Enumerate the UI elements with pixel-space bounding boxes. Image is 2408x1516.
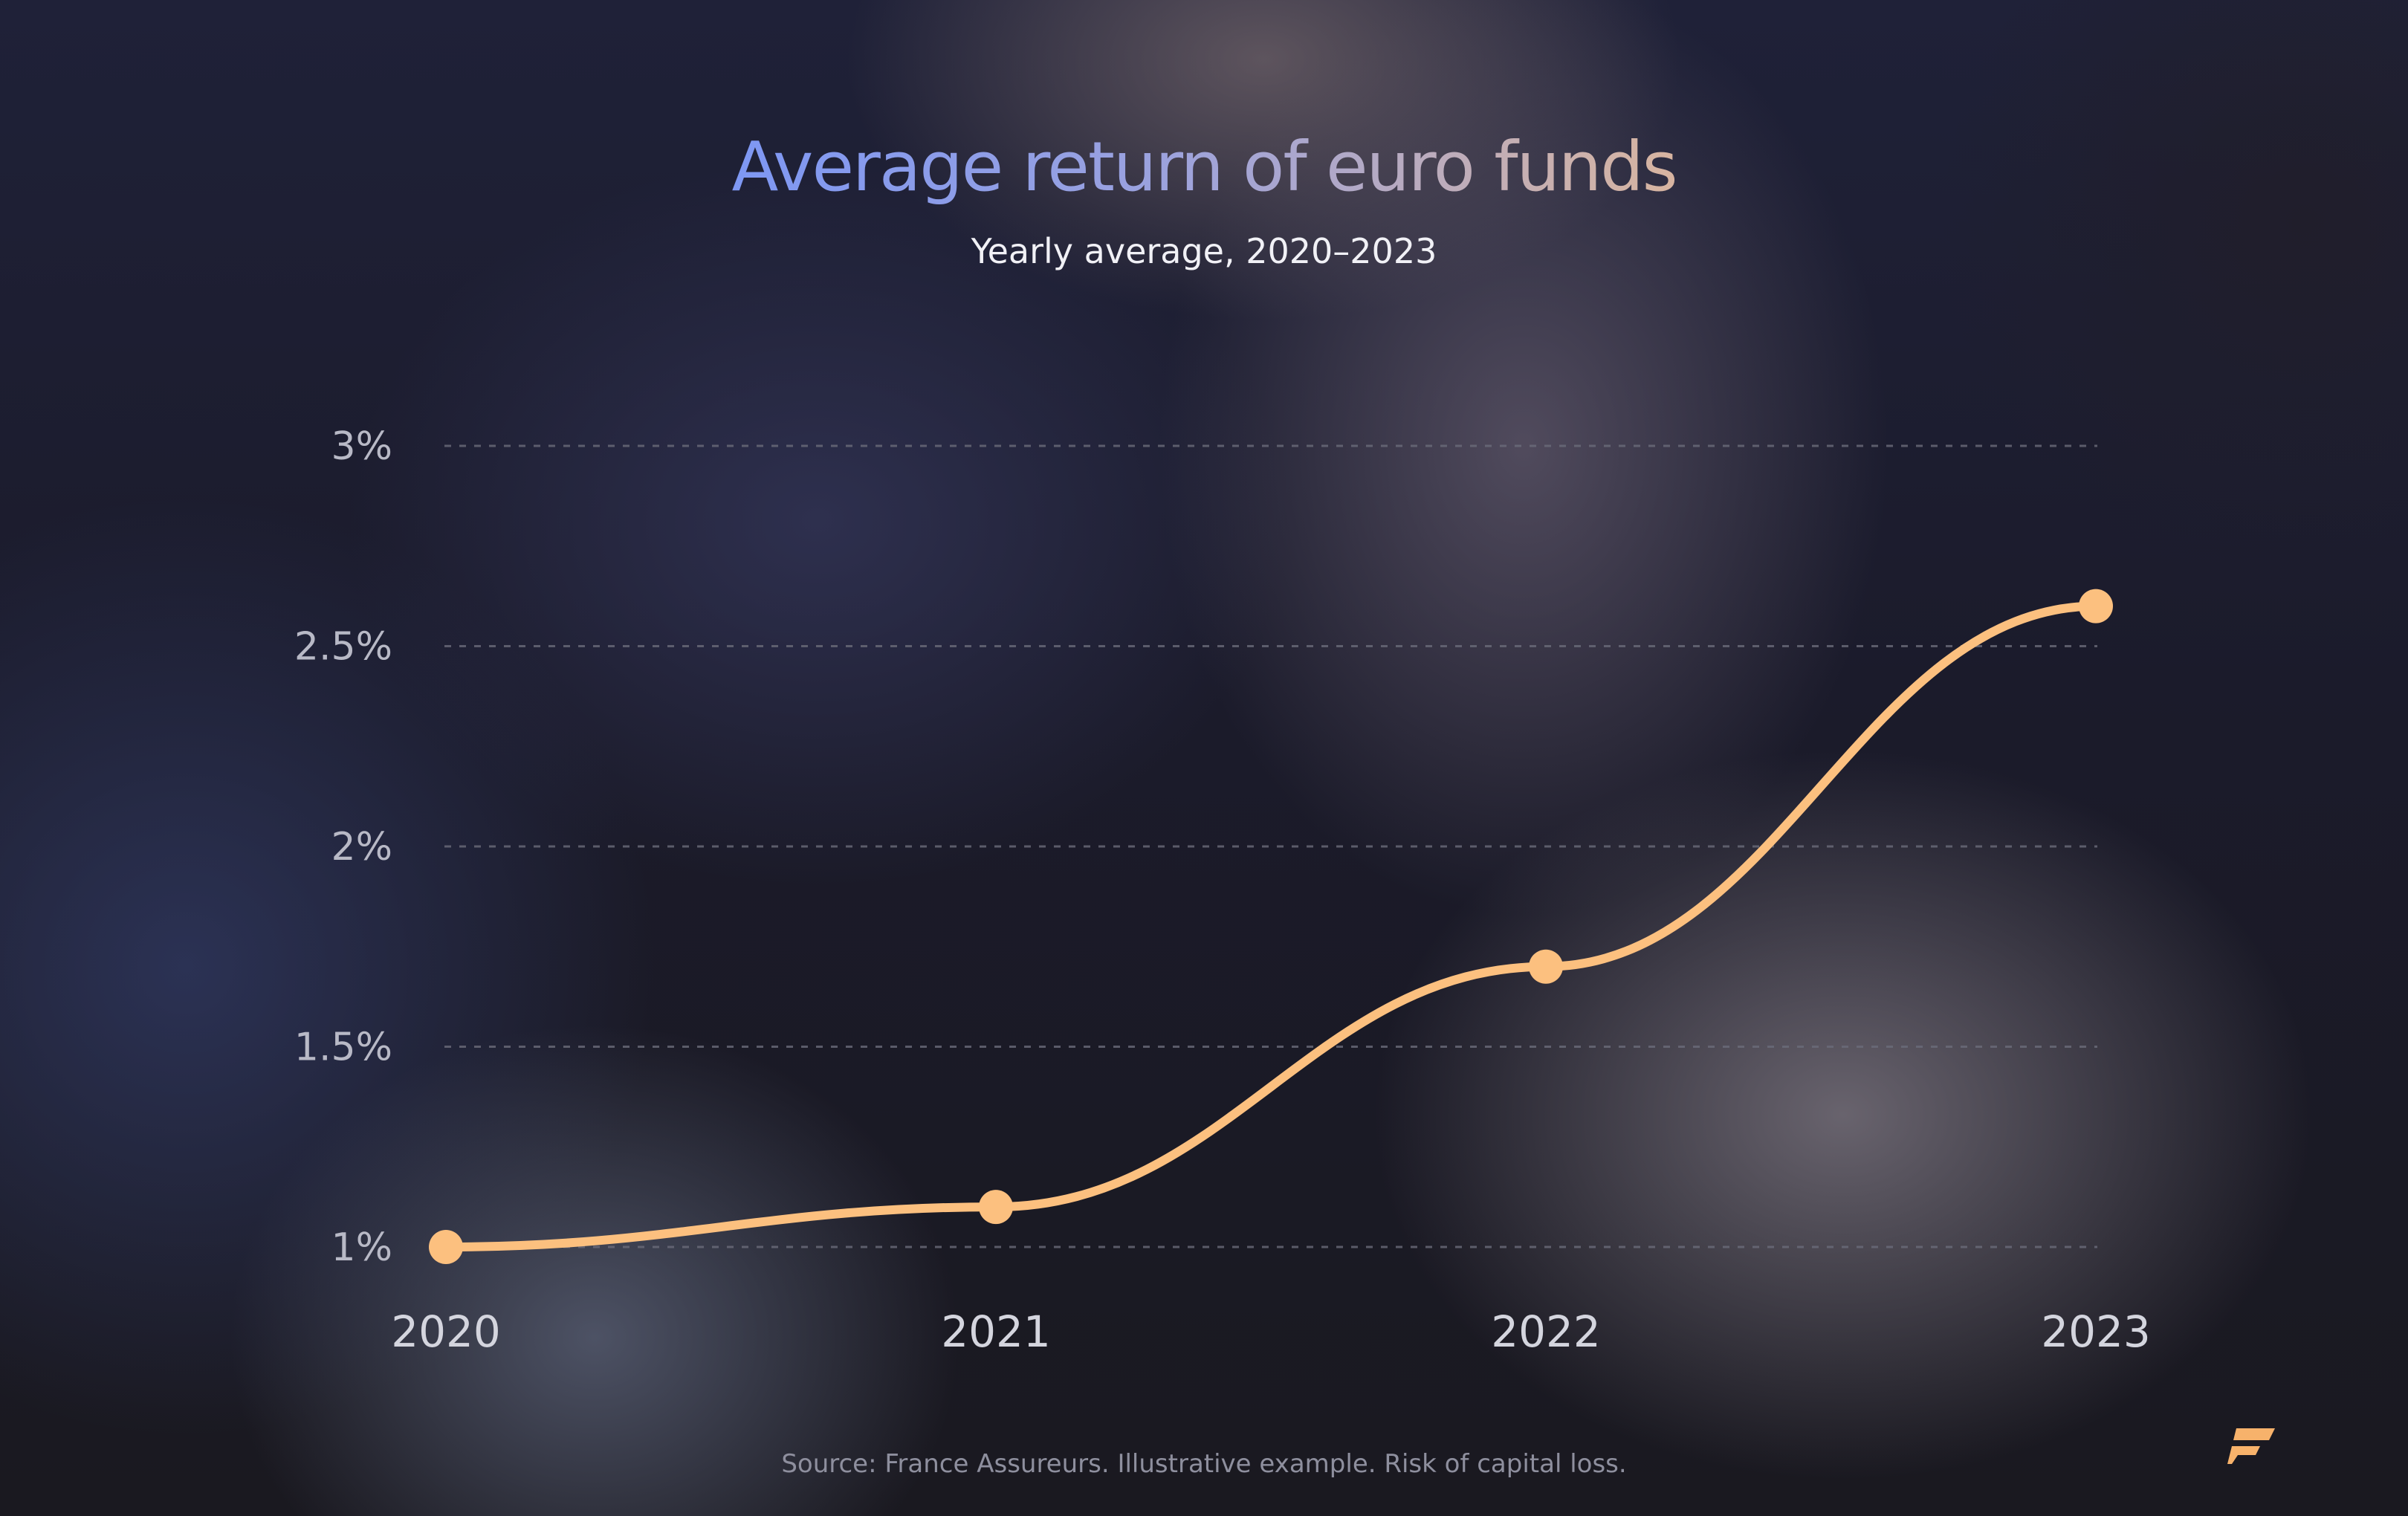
y-tick-label: 1%	[331, 1225, 393, 1270]
x-axis-ticks: 2020 2021 2022 2023	[391, 1306, 2151, 1357]
y-axis-ticks: 1% 1.5% 2% 2.5% 3%	[294, 424, 392, 1270]
gridlines	[444, 444, 2097, 1248]
data-point	[429, 1230, 463, 1264]
y-tick-label: 3%	[331, 424, 393, 469]
chart-title: Average return of euro funds	[0, 123, 2408, 212]
data-point	[979, 1190, 1013, 1225]
x-tick-label: 2022	[1491, 1306, 1601, 1357]
series-line-group	[441, 601, 2100, 1251]
source-note: Source: France Assureurs. Illustrative e…	[781, 1449, 1627, 1479]
x-tick-label: 2020	[391, 1306, 501, 1357]
data-point	[1529, 949, 1563, 984]
series-line	[441, 601, 2100, 1251]
x-tick-label: 2023	[2041, 1306, 2151, 1357]
data-points	[429, 589, 2113, 1264]
data-point	[2079, 589, 2113, 623]
brand-logo-icon	[2227, 1428, 2275, 1464]
y-tick-label: 2.5%	[294, 625, 392, 670]
y-tick-label: 2%	[331, 825, 393, 869]
x-tick-label: 2021	[941, 1306, 1051, 1357]
y-tick-label: 1.5%	[294, 1026, 392, 1070]
chart-subtitle: Yearly average, 2020–2023	[971, 231, 1437, 271]
